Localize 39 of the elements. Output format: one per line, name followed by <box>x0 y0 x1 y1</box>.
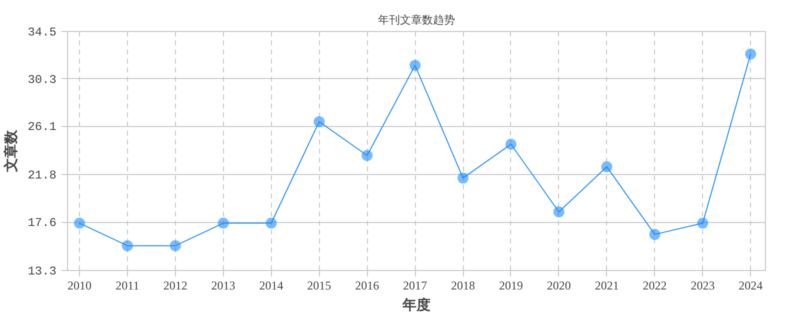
x-tick-label: 2023 <box>690 278 715 292</box>
y-tick-label: 30.3 <box>28 72 57 87</box>
point <box>458 172 468 184</box>
y-tick-label: 21.8 <box>28 168 57 183</box>
x-tick-label: 2021 <box>594 278 619 292</box>
x-tick-label: 2022 <box>642 278 667 292</box>
point <box>505 138 516 150</box>
chart-title: 年刊文章数趋势 <box>378 14 455 26</box>
point <box>314 116 325 128</box>
y-tick-label: 34.5 <box>28 26 57 40</box>
point <box>601 161 612 172</box>
point <box>122 240 133 252</box>
y-tick-label: 26.1 <box>28 120 57 134</box>
point <box>362 150 373 161</box>
x-tick-label: 2015 <box>307 278 332 292</box>
point <box>74 218 85 229</box>
point <box>697 218 708 229</box>
point <box>170 240 181 252</box>
x-tick-label: 2016 <box>355 278 380 292</box>
x-tick-label: 2020 <box>546 278 571 292</box>
x-tick-label: 2024 <box>738 278 763 292</box>
point <box>410 60 421 71</box>
x-tick-label: 2013 <box>211 278 236 292</box>
x-tick-label: 2010 <box>67 278 92 292</box>
x-tick-label: 2012 <box>163 278 188 292</box>
x-tick-label: 2011 <box>116 278 140 292</box>
y-tick-label: 17.6 <box>28 216 57 230</box>
y-axis-title: 文章数 <box>2 129 20 173</box>
x-axis-title: 年度 <box>402 296 430 314</box>
point <box>745 48 756 60</box>
point <box>649 228 660 240</box>
point <box>218 218 229 229</box>
x-tick-label: 2014 <box>259 278 284 292</box>
x-tick-label: 2018 <box>451 278 475 292</box>
point <box>553 206 564 218</box>
y-tick-label: 13.3 <box>28 264 57 278</box>
x-tick-label: 2017 <box>403 278 428 292</box>
x-tick-label: 2019 <box>498 278 523 292</box>
point <box>266 218 277 229</box>
